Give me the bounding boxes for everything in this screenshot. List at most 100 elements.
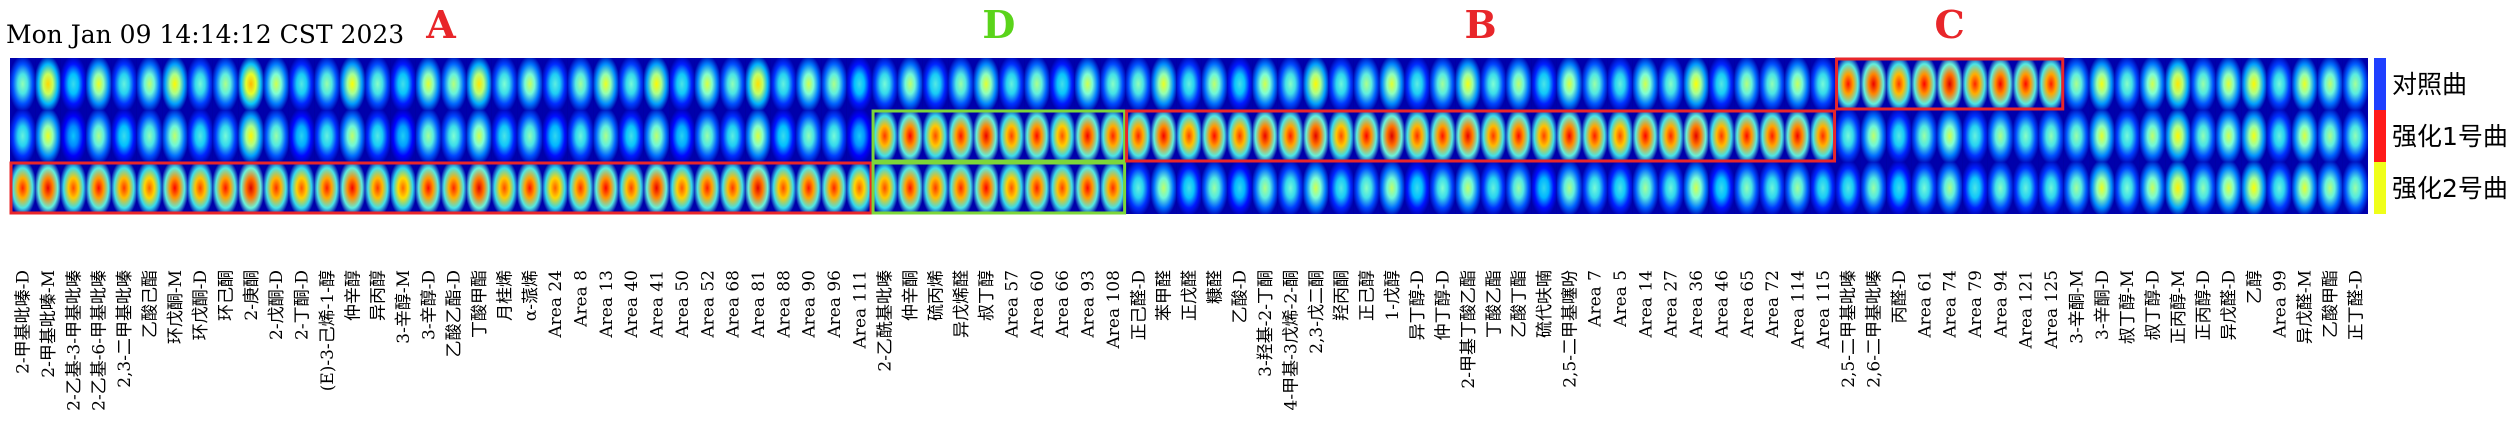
column-label: 正戊醛 xyxy=(1180,270,1200,321)
heatmap-cell xyxy=(111,58,137,110)
column-label: 2,6-二甲基吡嗪 xyxy=(1865,270,1885,388)
heatmap-cell xyxy=(10,162,36,214)
heatmap-cell xyxy=(10,58,36,110)
heatmap-cell xyxy=(1531,162,1557,214)
heatmap-cell xyxy=(1911,162,1937,214)
column-label: Area 72 xyxy=(1763,270,1783,339)
heatmap-cell xyxy=(2291,58,2318,110)
column-label: Area 121 xyxy=(2017,270,2037,349)
heatmap-cell xyxy=(998,58,1025,110)
heatmap-cell xyxy=(1277,110,1304,162)
heatmap-cell xyxy=(1455,58,1481,110)
heatmap-cell xyxy=(415,162,442,214)
heatmap-cell xyxy=(238,110,264,162)
highlight-box xyxy=(871,161,1127,215)
heatmap-cell xyxy=(2241,162,2267,214)
heatmap-cell xyxy=(2342,58,2368,110)
heatmap-cell xyxy=(2165,162,2191,214)
heatmap-cell xyxy=(1176,162,1202,214)
heatmap-cell xyxy=(1505,110,1532,162)
column-label: 叔丁醇-D xyxy=(2143,270,2163,340)
heatmap-cell xyxy=(136,162,163,214)
heatmap-cell xyxy=(643,58,670,110)
column-label: Area 41 xyxy=(648,270,668,339)
heatmap-cell xyxy=(1227,110,1253,162)
column-label: Area 8 xyxy=(571,270,591,328)
heatmap-cell xyxy=(1962,110,1988,162)
heatmap-cell xyxy=(796,58,822,110)
heatmap-cell xyxy=(593,162,619,214)
heatmap-cell xyxy=(263,110,289,162)
heatmap-cell xyxy=(390,162,416,214)
column-label: Area 60 xyxy=(1028,270,1048,339)
heatmap-cell xyxy=(212,162,239,214)
heatmap-cell xyxy=(1024,110,1050,162)
heatmap-cell xyxy=(2190,58,2216,110)
heatmap-cell xyxy=(1201,162,1228,214)
heatmap-cell xyxy=(1201,58,1228,110)
heatmap-cell xyxy=(1658,162,1684,214)
heatmap-cell xyxy=(1277,162,1304,214)
heatmap-cell xyxy=(86,58,112,110)
heatmap-cell xyxy=(441,58,467,110)
heatmap-cell xyxy=(1962,58,1988,110)
heatmap-cell xyxy=(796,110,822,162)
column-label: Area 68 xyxy=(724,270,744,339)
heatmap-cell xyxy=(1303,162,1329,214)
column-label: Area 52 xyxy=(698,270,718,339)
heatmap-cell xyxy=(1911,110,1937,162)
heatmap-cell xyxy=(973,162,999,214)
heatmap-cell xyxy=(2139,110,2166,162)
column-label: (E)-3-己烯-1-醇 xyxy=(318,270,338,391)
heatmap-cell xyxy=(1987,162,2014,214)
heatmap-cell xyxy=(1252,58,1278,110)
heatmap-cell xyxy=(1429,162,1456,214)
heatmap-cell xyxy=(1429,110,1456,162)
heatmap-cell xyxy=(2215,58,2242,110)
column-label: 环戊酮-M xyxy=(166,270,186,344)
highlight-box xyxy=(871,109,1127,163)
heatmap-cell xyxy=(1074,110,1101,162)
heatmap-cell xyxy=(1074,162,1101,214)
column-label: 1-戊醇 xyxy=(1383,270,1403,321)
group-label-B: B xyxy=(1465,2,1497,47)
heatmap-cell xyxy=(567,162,594,214)
heatmap-cell xyxy=(1125,58,1151,110)
column-label: 异戊醛-M xyxy=(2296,270,2316,344)
heatmap-cell xyxy=(948,162,974,214)
column-label: Area 13 xyxy=(597,270,617,339)
heatmap-cell xyxy=(1936,162,1963,214)
heatmap-cell xyxy=(1987,58,2014,110)
heatmap-cell xyxy=(136,110,163,162)
heatmap-cell xyxy=(897,58,923,110)
heatmap-cell xyxy=(1404,58,1430,110)
heatmap-cell xyxy=(643,110,670,162)
heatmap-cell xyxy=(542,162,568,214)
column-label: 叔丁醇 xyxy=(977,270,997,321)
heatmap-cell xyxy=(390,58,416,110)
column-label: Area 79 xyxy=(1966,270,1986,339)
heatmap-cell xyxy=(719,58,746,110)
column-label: 月桂烯 xyxy=(495,270,515,321)
heatmap-cell xyxy=(1303,110,1329,162)
heatmap-cell xyxy=(466,162,492,214)
highlight-box xyxy=(1835,57,2065,111)
heatmap-cell xyxy=(162,58,188,110)
heatmap-cell xyxy=(339,110,365,162)
heatmap-cell xyxy=(288,162,315,214)
heatmap-cell xyxy=(238,162,264,214)
heatmap-cell xyxy=(1708,110,1735,162)
heatmap-cell xyxy=(1810,162,1836,214)
heatmap-cell xyxy=(2114,162,2140,214)
heatmap-cell xyxy=(1024,58,1050,110)
column-label: 2-丁酮-D xyxy=(293,270,313,340)
heatmap-cell xyxy=(2266,162,2292,214)
timestamp: Mon Jan 09 14:14:12 CST 2023 xyxy=(6,20,405,49)
heatmap-cell xyxy=(542,58,568,110)
column-label: Area 46 xyxy=(1712,270,1732,339)
heatmap-cell xyxy=(2317,162,2343,214)
heatmap-cell xyxy=(187,162,213,214)
heatmap-cell xyxy=(922,162,949,214)
heatmap-cell xyxy=(1303,58,1329,110)
heatmap-cell xyxy=(1150,58,1177,110)
